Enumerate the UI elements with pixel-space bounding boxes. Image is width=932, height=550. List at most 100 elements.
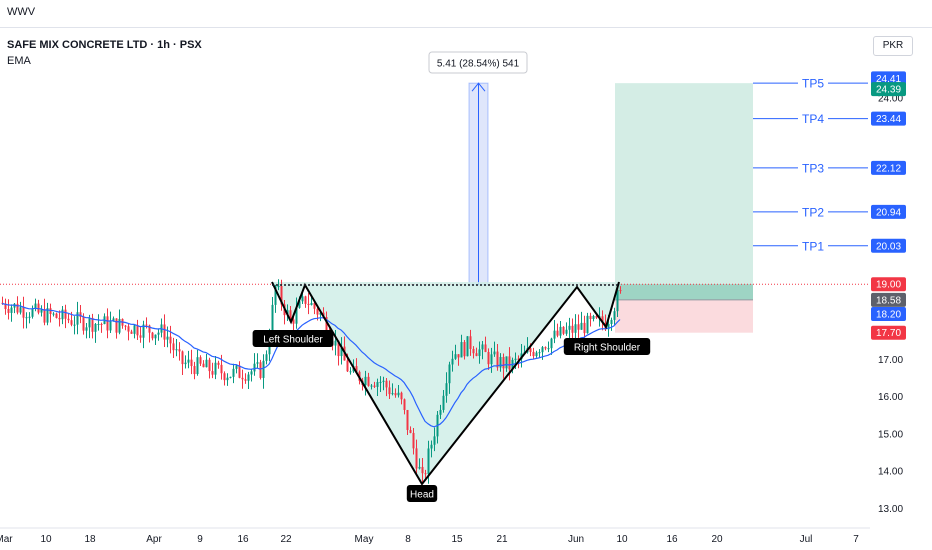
x-tick-label: May — [355, 534, 374, 545]
measure-label: 5.41 (28.54%) 541 — [437, 59, 520, 70]
y-tick-label: 16.00 — [878, 392, 903, 403]
candle-body — [67, 318, 70, 321]
indicator-label[interactable]: EMA — [7, 55, 31, 67]
candle-body — [535, 352, 538, 357]
candle-body — [208, 359, 211, 372]
candle-body — [415, 448, 418, 469]
candle-body — [574, 324, 577, 333]
watermark: WWV — [7, 6, 36, 18]
price-badge-label: 19.00 — [876, 280, 901, 291]
candle-body — [493, 351, 496, 355]
candle-body — [130, 331, 133, 334]
candle-body — [61, 309, 64, 320]
candle-body — [382, 380, 385, 382]
candle-body — [295, 307, 298, 324]
candle-body — [346, 360, 349, 372]
candle-body — [481, 344, 484, 350]
candle-body — [337, 340, 340, 357]
price-badge-label: 18.58 — [876, 295, 901, 306]
candle-body — [325, 317, 328, 336]
candle-body — [94, 323, 97, 332]
candle-body — [43, 309, 46, 323]
chart-title[interactable]: SAFE MIX CONCRETE LTD · 1h · PSX — [7, 39, 202, 51]
tp-label-bg — [798, 236, 828, 255]
price-badge — [871, 238, 906, 253]
candle-body — [532, 351, 535, 357]
candle-body — [214, 362, 217, 375]
candle-body — [184, 362, 187, 365]
x-tick-label: 18 — [84, 534, 96, 545]
candle-body — [241, 377, 244, 380]
candle-body — [580, 322, 583, 330]
candle-body — [73, 324, 76, 326]
candle-body — [163, 324, 166, 340]
candle-body — [460, 342, 463, 358]
candle-body — [124, 325, 127, 327]
price-badge-label: 24.39 — [876, 85, 901, 96]
tp-label-bg — [798, 202, 828, 221]
price-badge — [871, 204, 906, 219]
candle-body — [385, 380, 388, 388]
candle-body — [250, 371, 253, 375]
candle-body — [502, 356, 505, 369]
tp-label-tp4: TP4 — [802, 112, 824, 126]
candle-body — [133, 325, 136, 334]
candle-body — [187, 359, 190, 363]
price-badge — [871, 307, 906, 322]
candle-body — [475, 353, 478, 356]
price-badge-label: 20.03 — [876, 241, 901, 252]
candle-body — [259, 362, 262, 378]
candle-body — [154, 334, 157, 339]
candle-body — [550, 338, 553, 349]
candle-body — [424, 473, 427, 475]
candle-body — [148, 325, 151, 333]
candle-body — [319, 312, 322, 315]
x-tick-label: 8 — [405, 534, 411, 545]
price-badge — [871, 277, 906, 292]
candle-body — [403, 399, 406, 410]
candle-body — [556, 330, 559, 336]
candle-body — [595, 315, 598, 318]
candle-body — [391, 393, 394, 395]
candle-body — [142, 324, 145, 338]
candle-body — [118, 318, 121, 333]
candle-body — [34, 303, 37, 309]
candle-body — [181, 351, 184, 365]
pattern-label-bg — [252, 330, 334, 347]
candle-body — [100, 323, 103, 325]
candle-body — [445, 383, 448, 396]
candle-body — [364, 376, 367, 385]
x-tick-label: 16 — [237, 534, 249, 545]
candle-body — [619, 290, 622, 292]
candle-body — [28, 316, 31, 318]
y-tick-label: 17.00 — [878, 355, 903, 366]
candle-body — [223, 373, 226, 381]
candle-body — [262, 360, 265, 378]
x-tick-label: Jun — [568, 534, 584, 545]
candle-body — [310, 302, 313, 305]
candle-body — [271, 304, 274, 340]
candle-body — [151, 332, 154, 339]
candle-body — [136, 325, 139, 336]
candle-body — [442, 395, 445, 410]
x-tick-label: 16 — [666, 534, 678, 545]
stop-zone — [615, 299, 753, 333]
candle-body — [175, 349, 178, 351]
candle-body — [478, 349, 481, 356]
candle-body — [229, 376, 232, 378]
candle-body — [427, 448, 430, 475]
currency-badge[interactable]: PKR — [873, 36, 913, 56]
candle-body — [280, 286, 283, 305]
candle-body — [109, 321, 112, 331]
candle-body — [19, 307, 22, 313]
candle-body — [355, 366, 358, 372]
x-tick-label: Jul — [800, 534, 813, 545]
tp-label-bg — [798, 74, 828, 93]
pattern-label-left-shoulder: Left Shoulder — [263, 335, 323, 346]
candle-body — [220, 364, 223, 374]
y-tick-label: 13.00 — [878, 504, 903, 515]
entry-band — [615, 284, 753, 300]
candle-body — [439, 409, 442, 415]
candle-body — [55, 313, 58, 318]
